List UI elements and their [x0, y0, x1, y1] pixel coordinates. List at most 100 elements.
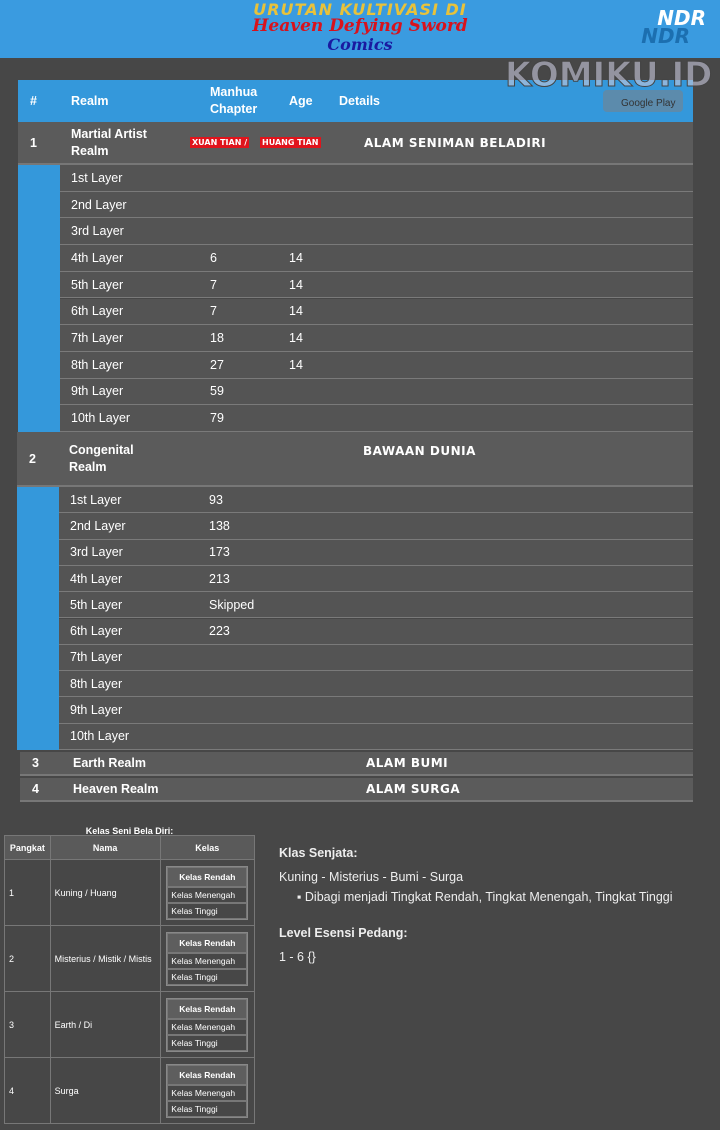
senjata-bullet-text: Dibagi menjadi Tingkat Rendah, Tingkat M…: [304, 890, 673, 904]
kelas-tinggi: Kelas Tinggi: [167, 902, 248, 919]
layer-name: 5th Layer: [70, 597, 123, 612]
kelas-menengah: Kelas Menengah: [167, 952, 248, 969]
realm-details: ALAM SENIMAN BELADIRI: [364, 135, 547, 150]
layer-row: 9th Layer: [59, 697, 693, 724]
ndr-logo-shadow: NDR: [641, 24, 690, 48]
kelas-box: Kelas Rendah Kelas Menengah Kelas Tinggi: [166, 931, 249, 986]
layer-row: 4th Layer 6 14: [60, 245, 693, 272]
realm-name: Heaven Realm: [73, 781, 159, 796]
layer-name: 10th Layer: [70, 729, 130, 744]
realm-details: BAWAAN DUNIA: [363, 444, 476, 458]
layer-chapter: 6: [210, 250, 217, 265]
layer-name: 2nd Layer: [71, 197, 127, 212]
kelas-menengah: Kelas Menengah: [167, 886, 248, 903]
layer-row: 7th Layer: [59, 644, 693, 672]
realm-row: 4 Heaven Realm ALAM SURGA: [20, 778, 693, 802]
layer-chapter: 223: [209, 624, 230, 639]
layer-chapter: 27: [210, 357, 224, 372]
layer-chapter: Skipped: [209, 597, 255, 612]
col-details: Details: [339, 94, 380, 108]
google-play-badge: Google Play: [603, 90, 683, 112]
layer-name: 6th Layer: [71, 304, 124, 319]
col-pangkat: Pangkat: [4, 835, 51, 860]
layer-chapter: 59: [210, 384, 224, 399]
kelas-table: Pangkat Nama Kelas 1 Kuning / Huang Kela…: [4, 835, 256, 1124]
kelas-cell: Kelas Rendah Kelas Menengah Kelas Tinggi: [159, 859, 256, 926]
layer-chapter: 213: [209, 571, 230, 586]
col-realm: Realm: [71, 94, 109, 108]
layer-name: 3rd Layer: [70, 545, 123, 560]
store-label: Google Play: [621, 98, 676, 109]
kelas-row: 1 Kuning / Huang Kelas Rendah Kelas Mene…: [4, 859, 256, 926]
layer-name: 9th Layer: [71, 384, 124, 399]
layer-row: 5th Layer Skipped: [59, 592, 693, 619]
kelas-rendah: Kelas Rendah: [167, 866, 248, 887]
layer-row: 9th Layer 59: [60, 378, 693, 406]
realm-name: Congenital Realm: [69, 442, 134, 474]
layer-row: 5th Layer 7 14: [60, 271, 693, 299]
layer-name: 8th Layer: [70, 676, 123, 691]
kelas-cell: Kelas Rendah Kelas Menengah Kelas Tinggi: [159, 925, 256, 992]
title-line-1: URUTAN KULTIVASI DI: [253, 0, 467, 19]
layer-chapter: 93: [209, 492, 223, 507]
layer-name: 7th Layer: [71, 331, 124, 346]
realm-row: 1 Martial Artist Realm XUAN TIAN / HUANG T…: [18, 122, 693, 165]
col-age: Age: [289, 94, 313, 108]
layer-row: 10th Layer 79: [60, 405, 693, 432]
layer-age: 14: [289, 250, 303, 265]
realm-name: Earth Realm: [73, 755, 146, 770]
table-header: # Realm Manhua Chapter Age Details: [18, 80, 693, 122]
layer-name: 5th Layer: [71, 277, 124, 292]
realm-tag: HUANG TIAN: [260, 137, 321, 148]
kelas-box: Kelas Rendah Kelas Menengah Kelas Tinggi: [166, 865, 249, 920]
kelas-tinggi: Kelas Tinggi: [167, 1100, 248, 1117]
layer-row: 2nd Layer: [60, 191, 693, 219]
realm-details: ALAM SURGA: [366, 782, 461, 796]
realm-number: 2: [29, 451, 36, 466]
kelas-name: Kuning / Huang: [49, 859, 161, 926]
title-line-3: Comics: [327, 35, 393, 54]
senjata-section: Klas Senjata: Kuning - Misterius - Bumi …: [279, 846, 673, 964]
layer-row: 4th Layer 213: [59, 565, 693, 593]
layer-name: 7th Layer: [70, 650, 123, 665]
realm-details: ALAM BUMI: [366, 756, 449, 770]
ndr-logo: NDR: [657, 6, 706, 30]
layer-name: 1st Layer: [71, 170, 123, 185]
title-banner: URUTAN KULTIVASI DI Heaven Defying Sword…: [0, 0, 720, 58]
kelas-caption: Kelas Seni Bela Diri:: [85, 826, 174, 836]
realm-number: 4: [32, 782, 39, 796]
esensi-value: 1 - 6 {}: [279, 950, 316, 964]
kelas-rank: 3: [4, 991, 51, 1058]
col-kelas: Kelas: [159, 835, 256, 860]
kelas-rank: 2: [4, 925, 51, 992]
kelas-menengah: Kelas Menengah: [167, 1084, 248, 1101]
layer-age: 14: [289, 277, 303, 292]
kelas-name: Surga: [49, 1057, 161, 1124]
realm-row: 2 Congenital Realm BAWAAN DUNIA: [17, 432, 693, 487]
senjata-bullet: ▪ Dibagi menjadi Tingkat Rendah, Tingkat…: [297, 890, 673, 904]
layer-row: 1st Layer: [60, 165, 693, 192]
layer-name: 6th Layer: [70, 624, 123, 639]
layer-name: 10th Layer: [71, 411, 131, 426]
layer-chapter: 79: [210, 411, 224, 426]
kelas-row: 2 Misterius / Mistik / Mistis Kelas Rend…: [4, 925, 256, 992]
layer-name: 1st Layer: [70, 492, 122, 507]
layer-chapter: 7: [210, 304, 217, 319]
layer-name: 2nd Layer: [70, 518, 126, 533]
layer-row: 7th Layer 18 14: [60, 325, 693, 352]
kelas-cell: Kelas Rendah Kelas Menengah Kelas Tinggi: [159, 1057, 256, 1124]
layer-row: 3rd Layer 173: [59, 539, 693, 566]
kelas-name: Misterius / Mistik / Mistis: [49, 925, 161, 992]
layer-age: 14: [289, 304, 303, 319]
kelas-rank: 1: [4, 859, 51, 926]
layer-name: 8th Layer: [71, 357, 124, 372]
layer-row: 2nd Layer 138: [59, 513, 693, 540]
layer-chapter: 18: [210, 331, 224, 346]
kelas-tinggi: Kelas Tinggi: [167, 1034, 248, 1051]
layer-row: 6th Layer 7 14: [60, 298, 693, 326]
realm-number: 3: [32, 756, 39, 770]
title-line-2: Heaven Defying Sword: [252, 16, 468, 36]
layer-chapter: 7: [210, 277, 217, 292]
layer-name: 4th Layer: [71, 250, 124, 265]
layer-age: 14: [289, 331, 303, 346]
